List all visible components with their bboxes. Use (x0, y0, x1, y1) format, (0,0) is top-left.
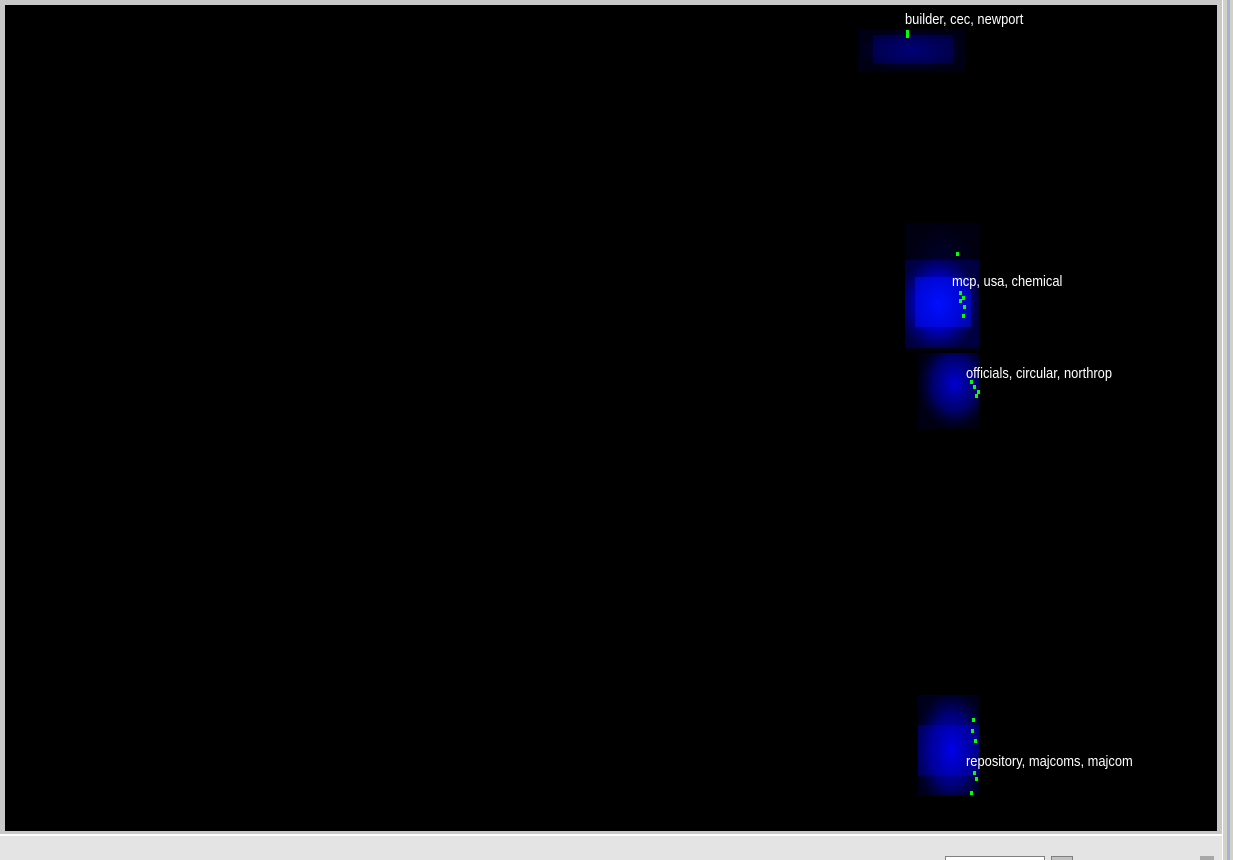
cluster-density-map (858, 29, 980, 795)
canvas-frame: builder, cec, newport mcp, usa, chemical… (0, 0, 1222, 834)
data-point (962, 314, 965, 318)
cluster-density-repository (918, 695, 979, 795)
data-point (962, 296, 965, 300)
data-point (975, 777, 978, 781)
data-points (906, 30, 980, 795)
data-point (974, 739, 977, 743)
cluster-visualization-canvas[interactable]: builder, cec, newport mcp, usa, chemical… (5, 5, 1217, 831)
data-point (906, 30, 909, 34)
data-point (970, 380, 973, 384)
data-point (959, 291, 962, 295)
data-point (973, 385, 976, 389)
data-point (959, 299, 962, 303)
cluster-density-officials (918, 353, 979, 429)
cluster-label-officials[interactable]: officials, circular, northrop (966, 365, 1113, 382)
data-point (975, 394, 978, 398)
resize-grip-icon[interactable] (1200, 856, 1214, 860)
data-point (973, 771, 976, 775)
cluster-label-repository[interactable]: repository, majcoms, majcom (966, 753, 1133, 770)
status-button[interactable] (1051, 856, 1073, 860)
cluster-label-builder[interactable]: builder, cec, newport (905, 11, 1024, 28)
vertical-scrollbar-track[interactable] (1227, 0, 1230, 860)
cluster-density-builder (858, 29, 965, 71)
data-point (956, 252, 959, 256)
right-panel-edge (1222, 0, 1233, 860)
status-field[interactable] (945, 856, 1045, 860)
cluster-label-mcp[interactable]: mcp, usa, chemical (952, 273, 1063, 290)
data-point (970, 791, 973, 795)
data-point (963, 305, 966, 309)
status-bar (0, 834, 1222, 860)
data-point (906, 34, 909, 38)
data-point (971, 729, 974, 733)
cluster-density-mcp (905, 223, 979, 351)
data-point (977, 390, 980, 394)
data-point (972, 718, 975, 722)
